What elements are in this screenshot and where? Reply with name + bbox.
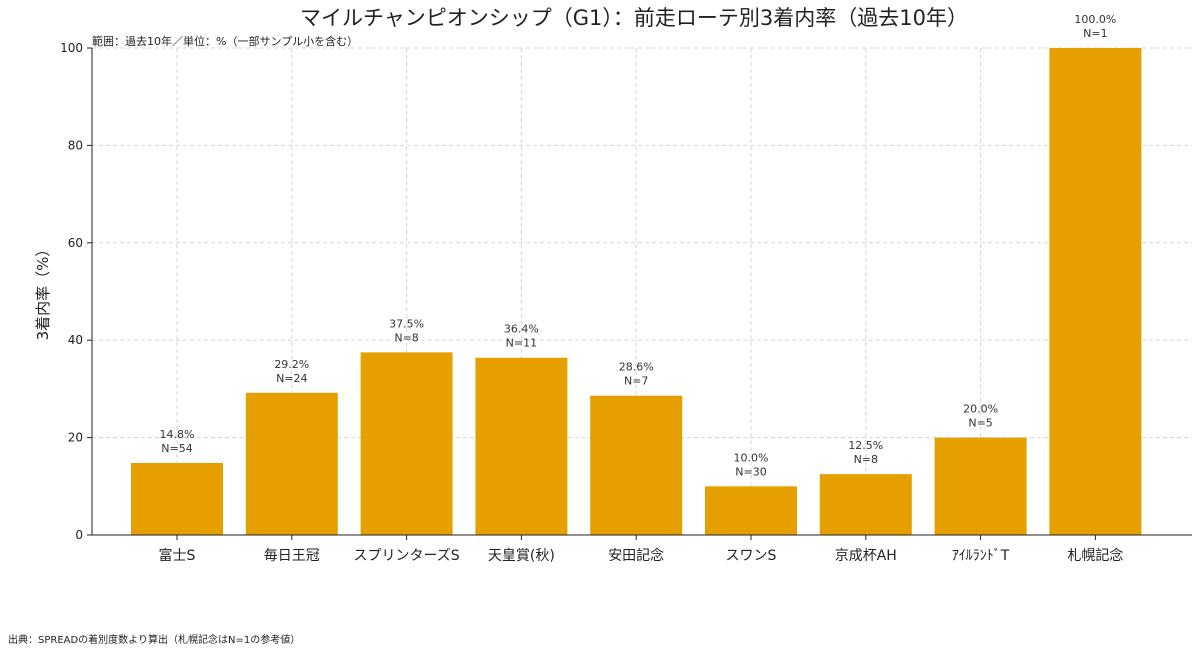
bar <box>590 395 683 535</box>
data-label-value: 12.5% <box>848 439 883 452</box>
bars <box>131 48 1142 535</box>
data-label-n: N=8 <box>394 331 418 344</box>
axes: 0 20 40 60 80 100 富士S 毎日王冠 スプリンターズS 天皇賞(秋) 安田記念 スワン… <box>60 41 1192 564</box>
data-label-n: N=8 <box>854 453 878 466</box>
data-label-n: N=5 <box>968 417 992 430</box>
data-label-value: 100.0% <box>1074 13 1116 26</box>
data-label-n: N=24 <box>276 372 307 385</box>
x-tick-label: スプリンターズS <box>354 548 460 564</box>
data-label-n: N=54 <box>161 442 192 455</box>
source-note: 出典：SPREADの着別度数より算出（札幌記念はN=1の参考値） <box>8 635 301 646</box>
x-tick-label: 京成杯AH <box>835 548 897 564</box>
y-tick-label: 80 <box>68 138 83 152</box>
x-tick-label: 富士S <box>159 547 196 564</box>
bar <box>245 392 338 535</box>
bar <box>131 462 223 535</box>
data-label-value: 10.0% <box>734 451 769 464</box>
data-labels: 14.8%N=5429.2%N=2437.5%N=836.4%N=1128.6%… <box>160 13 1117 478</box>
x-tick-label: 札幌記念 <box>1067 547 1123 564</box>
data-label-value: 28.6% <box>619 361 654 374</box>
y-tick-label: 40 <box>68 333 83 347</box>
bar <box>360 352 453 535</box>
bar <box>705 486 797 535</box>
x-tick-label: ｱｲﾙﾗﾝﾄﾞT <box>952 548 1010 564</box>
data-label-value: 29.2% <box>274 358 309 371</box>
y-tick-label: 20 <box>68 431 83 445</box>
x-tick-label: 毎日王冠 <box>264 548 320 564</box>
data-label-value: 36.4% <box>504 323 539 336</box>
x-tick-label: 安田記念 <box>608 547 664 564</box>
data-label-n: N=11 <box>506 337 537 350</box>
chart-title: マイルチャンピオンシップ（G1）：前走ローテ別3着内率（過去10年） <box>300 6 968 30</box>
bar <box>1049 48 1142 535</box>
bar <box>819 474 912 535</box>
data-label-value: 14.8% <box>160 428 195 441</box>
y-tick-label: 60 <box>68 236 83 250</box>
y-tick-label: 100 <box>60 41 83 55</box>
chart-subtitle: 範囲：過去10年／単位：%（一部サンプル小を含む） <box>92 34 358 48</box>
bar <box>475 357 568 535</box>
data-label-value: 20.0% <box>963 403 998 416</box>
data-label-n: N=1 <box>1083 27 1107 40</box>
bar <box>934 437 1027 535</box>
y-axis-label: 3着内率（%） <box>34 242 52 341</box>
x-tick-label: スワンS <box>726 548 777 564</box>
x-tick-label: 天皇賞(秋) <box>488 548 555 564</box>
data-label-n: N=7 <box>624 375 648 388</box>
data-label-value: 37.5% <box>389 317 424 330</box>
y-tick-label: 0 <box>75 528 83 542</box>
data-label-n: N=30 <box>735 465 766 478</box>
